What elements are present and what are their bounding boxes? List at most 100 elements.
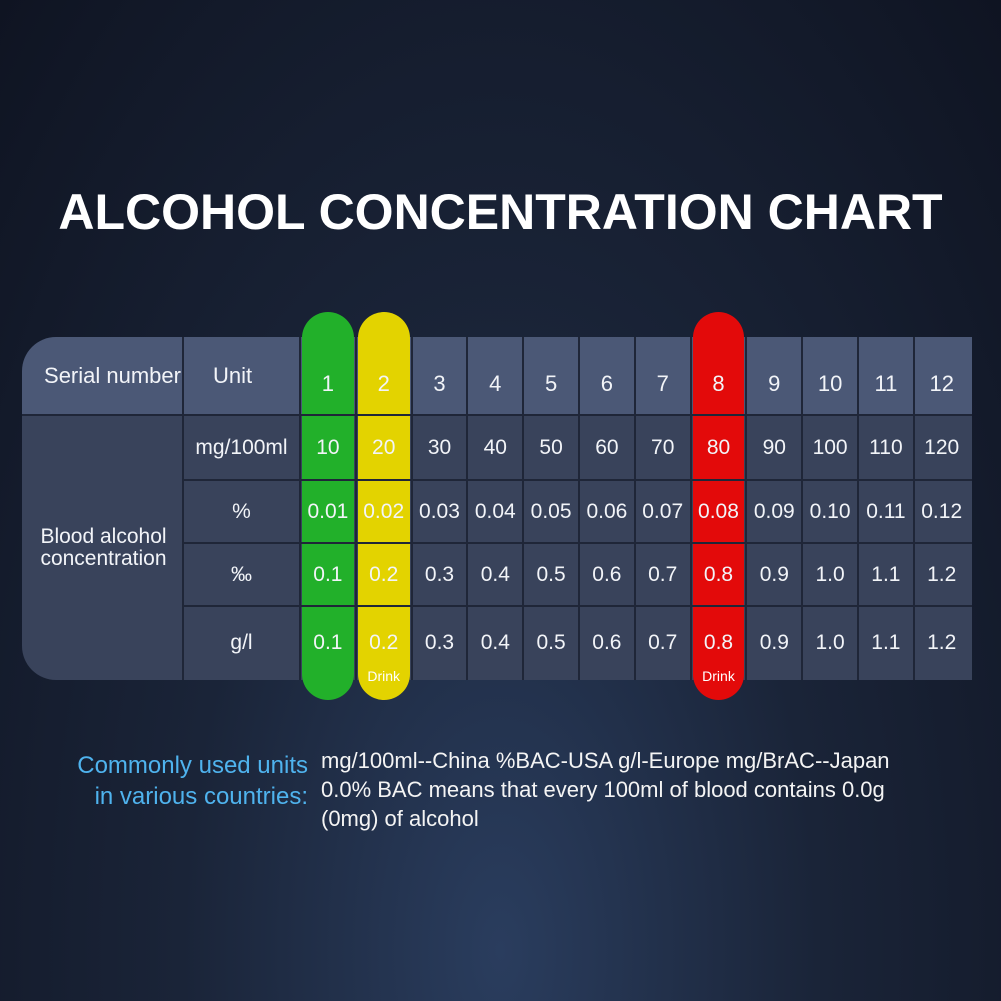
unit-label: ‰ bbox=[231, 562, 252, 586]
footer-line: 0.0% BAC means that every 100ml of blood… bbox=[321, 777, 885, 802]
unit-label: g/l bbox=[230, 631, 253, 654]
value-cell: 40 bbox=[483, 435, 507, 459]
value-cell: 1.2 bbox=[927, 562, 957, 586]
value-cell: 0.4 bbox=[480, 631, 510, 654]
value-cell: 120 bbox=[924, 435, 960, 459]
value-cell: 90 bbox=[762, 435, 786, 459]
column-highlight bbox=[302, 312, 354, 700]
value-cell: 0.12 bbox=[921, 499, 963, 523]
table-header-panel bbox=[22, 337, 972, 415]
value-cell: 20 bbox=[372, 435, 396, 459]
grid-line bbox=[801, 337, 804, 680]
value-cell: 0.1 bbox=[313, 631, 343, 654]
grid-line bbox=[410, 337, 413, 680]
column-number: 8 bbox=[712, 371, 725, 396]
value-cell: 0.3 bbox=[424, 631, 455, 654]
value-cell: 0.8 bbox=[703, 562, 734, 586]
column-number: 4 bbox=[489, 371, 502, 396]
grid-line bbox=[689, 337, 692, 680]
footer-text: mg/100ml--China %BAC-USA g/l-Europe mg/B… bbox=[321, 746, 890, 833]
column-number: 5 bbox=[544, 371, 558, 396]
column-number: 1 bbox=[321, 371, 335, 396]
column-number: 3 bbox=[433, 371, 446, 396]
value-cell: 1.0 bbox=[815, 562, 845, 586]
footer-heading: Commonly used units in various countries: bbox=[20, 750, 308, 812]
footer-heading-line: Commonly used units bbox=[77, 752, 308, 779]
value-cell: 0.1 bbox=[313, 562, 343, 586]
value-cell: 0.11 bbox=[866, 499, 906, 523]
value-cell: 0.04 bbox=[474, 499, 516, 523]
value-cell: 0.03 bbox=[419, 499, 460, 523]
column-number: 6 bbox=[600, 371, 614, 396]
grid-line bbox=[466, 337, 469, 680]
value-cell: 0.5 bbox=[536, 562, 566, 586]
value-cell: 0.7 bbox=[648, 562, 678, 586]
serial-header: Serial number bbox=[44, 363, 181, 388]
value-cell: 60 bbox=[595, 435, 619, 459]
footer-line: (0mg) of alcohol bbox=[321, 806, 479, 831]
value-cell: 0.01 bbox=[307, 499, 349, 523]
value-cell: 0.7 bbox=[648, 631, 678, 654]
grid-line bbox=[912, 337, 915, 680]
value-cell: 0.10 bbox=[809, 499, 851, 523]
unit-header: Unit bbox=[213, 363, 253, 388]
grid-line bbox=[522, 337, 525, 680]
highlight-label: Drink bbox=[367, 668, 401, 684]
grid-line bbox=[22, 414, 972, 416]
title: ALCOHOL CONCENTRATION CHART bbox=[58, 184, 943, 240]
grid-line bbox=[299, 337, 301, 680]
grid-line bbox=[633, 337, 636, 680]
value-cell: 1.2 bbox=[927, 631, 957, 654]
grid-line bbox=[183, 542, 972, 544]
unit-label: mg/100ml bbox=[195, 435, 288, 459]
table-body-panel bbox=[22, 415, 972, 680]
value-cell: 0.3 bbox=[424, 562, 455, 586]
value-cell: 1.1 bbox=[871, 631, 901, 654]
value-cell: 0.2 bbox=[369, 562, 399, 586]
value-cell: 50 bbox=[539, 435, 563, 459]
grid-line bbox=[857, 337, 859, 680]
footer-heading-line: in various countries: bbox=[94, 783, 308, 810]
value-cell: 0.9 bbox=[759, 631, 789, 654]
grid-line bbox=[182, 337, 184, 680]
value-cell: 1.1 bbox=[871, 562, 901, 586]
grid-line bbox=[578, 337, 580, 680]
value-cell: 0.06 bbox=[586, 499, 628, 523]
column-number: 11 bbox=[874, 371, 898, 396]
column-highlight bbox=[357, 312, 410, 700]
column-number: 9 bbox=[768, 371, 781, 396]
value-cell: 10 bbox=[316, 435, 340, 459]
value-cell: 0.09 bbox=[753, 499, 795, 523]
grid-line bbox=[354, 337, 357, 680]
column-number: 12 bbox=[929, 371, 954, 396]
value-cell: 0.08 bbox=[698, 499, 739, 523]
value-cell: 0.6 bbox=[592, 631, 622, 654]
grid-line bbox=[745, 337, 748, 680]
value-cell: 0.07 bbox=[642, 499, 684, 523]
column-highlight bbox=[692, 312, 745, 700]
row-group-label: Blood alcohol concentration bbox=[40, 524, 167, 570]
value-cell: 0.5 bbox=[536, 631, 566, 654]
value-cell: 70 bbox=[651, 435, 675, 459]
column-number: 7 bbox=[656, 371, 669, 396]
grid-line bbox=[183, 479, 972, 481]
value-cell: 0.02 bbox=[363, 499, 405, 523]
value-cell: 0.9 bbox=[759, 562, 789, 586]
value-cell: 110 bbox=[869, 435, 903, 459]
value-cell: 0.2 bbox=[369, 631, 399, 654]
value-cell: 0.6 bbox=[592, 562, 622, 586]
highlight-label: Drink bbox=[702, 668, 735, 684]
value-cell: 0.4 bbox=[480, 562, 510, 586]
value-cell: 0.05 bbox=[530, 499, 572, 523]
value-cell: 0.8 bbox=[703, 631, 734, 654]
value-cell: 80 bbox=[706, 435, 731, 459]
column-number: 10 bbox=[817, 371, 843, 396]
unit-label: % bbox=[232, 499, 251, 523]
footer-line: mg/100ml--China %BAC-USA g/l-Europe mg/B… bbox=[321, 748, 890, 773]
value-cell: 30 bbox=[427, 435, 452, 459]
grid-line bbox=[183, 605, 972, 607]
value-cell: 1.0 bbox=[815, 631, 845, 654]
column-number: 2 bbox=[377, 371, 390, 396]
value-cell: 100 bbox=[812, 435, 848, 459]
